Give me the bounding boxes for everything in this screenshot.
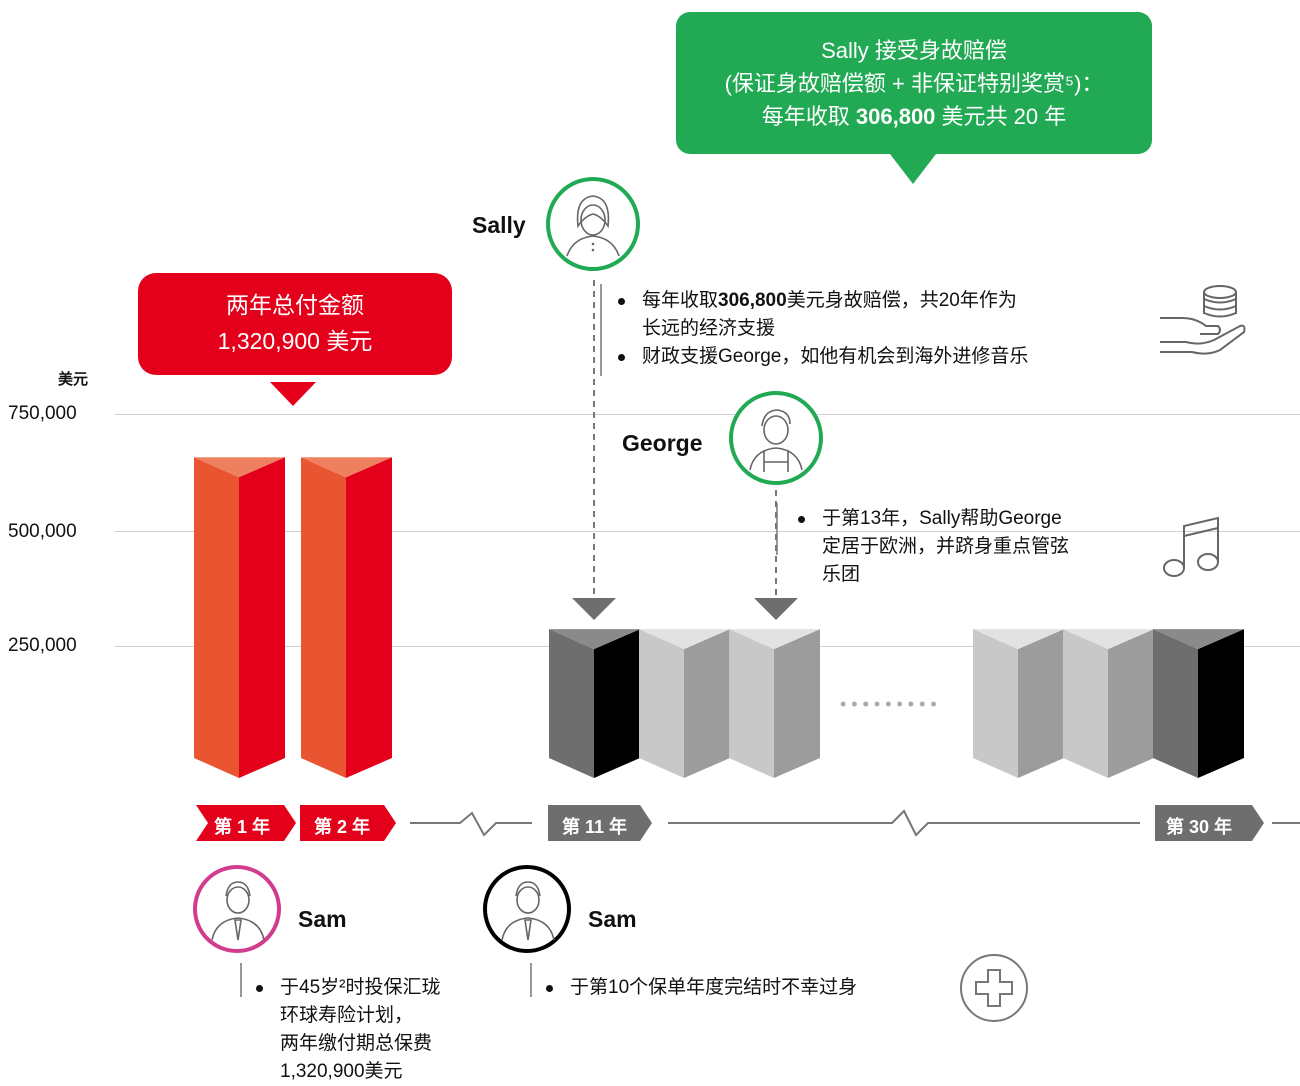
callout-line-1: Sally 接受身故赔偿 — [821, 38, 1007, 63]
bar-1 — [301, 457, 392, 778]
medical-cross-icon — [960, 954, 1028, 1022]
timeline — [196, 805, 1300, 841]
george-bullet-line-2: 定居于欧洲，并跻身重点管弦 — [822, 536, 1070, 557]
george-bullets: 于第13年，Sally帮助George 定居于欧洲，并跻身重点管弦 乐团 — [796, 505, 1126, 589]
bar-6 — [1063, 629, 1154, 778]
sam-avatar-icon — [193, 865, 281, 953]
timeline-tag-year30 — [1155, 805, 1264, 841]
sally-arrow-head — [572, 598, 616, 620]
timeline-tag-year1 — [196, 805, 296, 841]
y-tick-250000: 250,000 — [8, 635, 77, 656]
sam-left-bullet-bar — [240, 963, 242, 997]
timeline-break-1 — [410, 811, 532, 837]
callout-line-3: 每年收取 306,800 美元共 20 年 — [761, 104, 1067, 129]
timeline-break-2 — [668, 809, 1140, 837]
green-callout-pointer — [890, 154, 936, 184]
sally-bullets: 每年收取306,800美元身故赔偿，共20年作为 长远的经济支援 财政支援Geo… — [616, 287, 1136, 371]
sam-right-line: 于第10个保单年度完结时不幸过身 — [544, 974, 964, 1002]
bar-2 — [549, 629, 640, 778]
sally-name: Sally — [472, 212, 526, 238]
george-bullet-line-3: 乐团 — [822, 564, 861, 585]
sam-right-bullet-bar — [530, 963, 532, 997]
bar-0 — [194, 457, 285, 778]
bar-7 — [1153, 629, 1244, 778]
sam-left-line-1: 于45岁²时投保汇珑 — [254, 974, 514, 1002]
timeline-label-year1: 第 1 年 — [214, 817, 271, 837]
sally-bullet-bar — [600, 284, 602, 376]
george-name: George — [622, 430, 703, 456]
george-arrow-head — [754, 598, 798, 620]
sally-avatar-icon — [546, 177, 640, 271]
sam-left-line-2: 环球寿险计划， — [280, 1005, 414, 1026]
timeline-tag-year11 — [548, 805, 652, 841]
pointer-arrows — [572, 280, 798, 620]
sam-left-line-3: 两年缴付期总保费 — [280, 1033, 433, 1054]
bar-4 — [729, 629, 820, 778]
bar-3 — [639, 629, 730, 778]
death-benefit-callout: Sally 接受身故赔偿 (保证身故赔偿额 + 非保证特别奖赏⁵)： 每年收取 … — [676, 12, 1152, 154]
sam-right-bullets: 于第10个保单年度完结时不幸过身 — [544, 974, 964, 1002]
callout-line-2: (保证身故赔偿额 + 非保证特别奖赏⁵)： — [724, 71, 1104, 96]
hand-coins-icon — [1160, 285, 1246, 355]
sam-deceased-avatar-icon — [483, 865, 571, 953]
sally-bullet-1-cont: 长远的经济支援 — [642, 318, 776, 339]
george-avatar-icon — [729, 391, 823, 485]
ellipsis-dots: ••••••••• — [840, 694, 942, 714]
sam-right-name: Sam — [588, 906, 637, 932]
y-axis-unit: 美元 — [58, 371, 89, 388]
y-tick-500000: 500,000 — [8, 521, 77, 542]
callout-red-line-1: 两年总付金额 — [226, 292, 364, 318]
sally-bullet-1: 每年收取306,800美元身故赔偿，共20年作为 — [616, 287, 1136, 315]
sam-left-bullets: 于45岁²时投保汇珑 环球寿险计划， 两年缴付期总保费 1,320,900美元 — [254, 974, 514, 1086]
timeline-label-year2: 第 2 年 — [314, 817, 371, 837]
sam-left-line-4: 1,320,900美元 — [280, 1061, 403, 1082]
george-bullet-line-1: 于第13年，Sally帮助George — [796, 505, 1126, 533]
bar-5 — [973, 629, 1064, 778]
sam-left-name: Sam — [298, 906, 347, 932]
total-payment-callout: 两年总付金额 1,320,900 美元 — [138, 273, 452, 375]
music-note-icon — [1163, 516, 1219, 577]
timeline-tag-year2 — [300, 805, 396, 841]
sally-bullet-2: 财政支援George，如他有机会到海外进修音乐 — [616, 343, 1136, 371]
timeline-label-year30: 第 30 年 — [1166, 817, 1233, 837]
gridline-500000 — [115, 531, 1300, 532]
y-tick-750000: 750,000 — [8, 403, 77, 424]
gridline-750000 — [115, 414, 1300, 415]
callout-red-line-2: 1,320,900 美元 — [217, 328, 373, 354]
bar-chart — [194, 457, 1244, 778]
timeline-label-year11: 第 11 年 — [562, 817, 628, 837]
red-callout-pointer — [270, 382, 316, 406]
